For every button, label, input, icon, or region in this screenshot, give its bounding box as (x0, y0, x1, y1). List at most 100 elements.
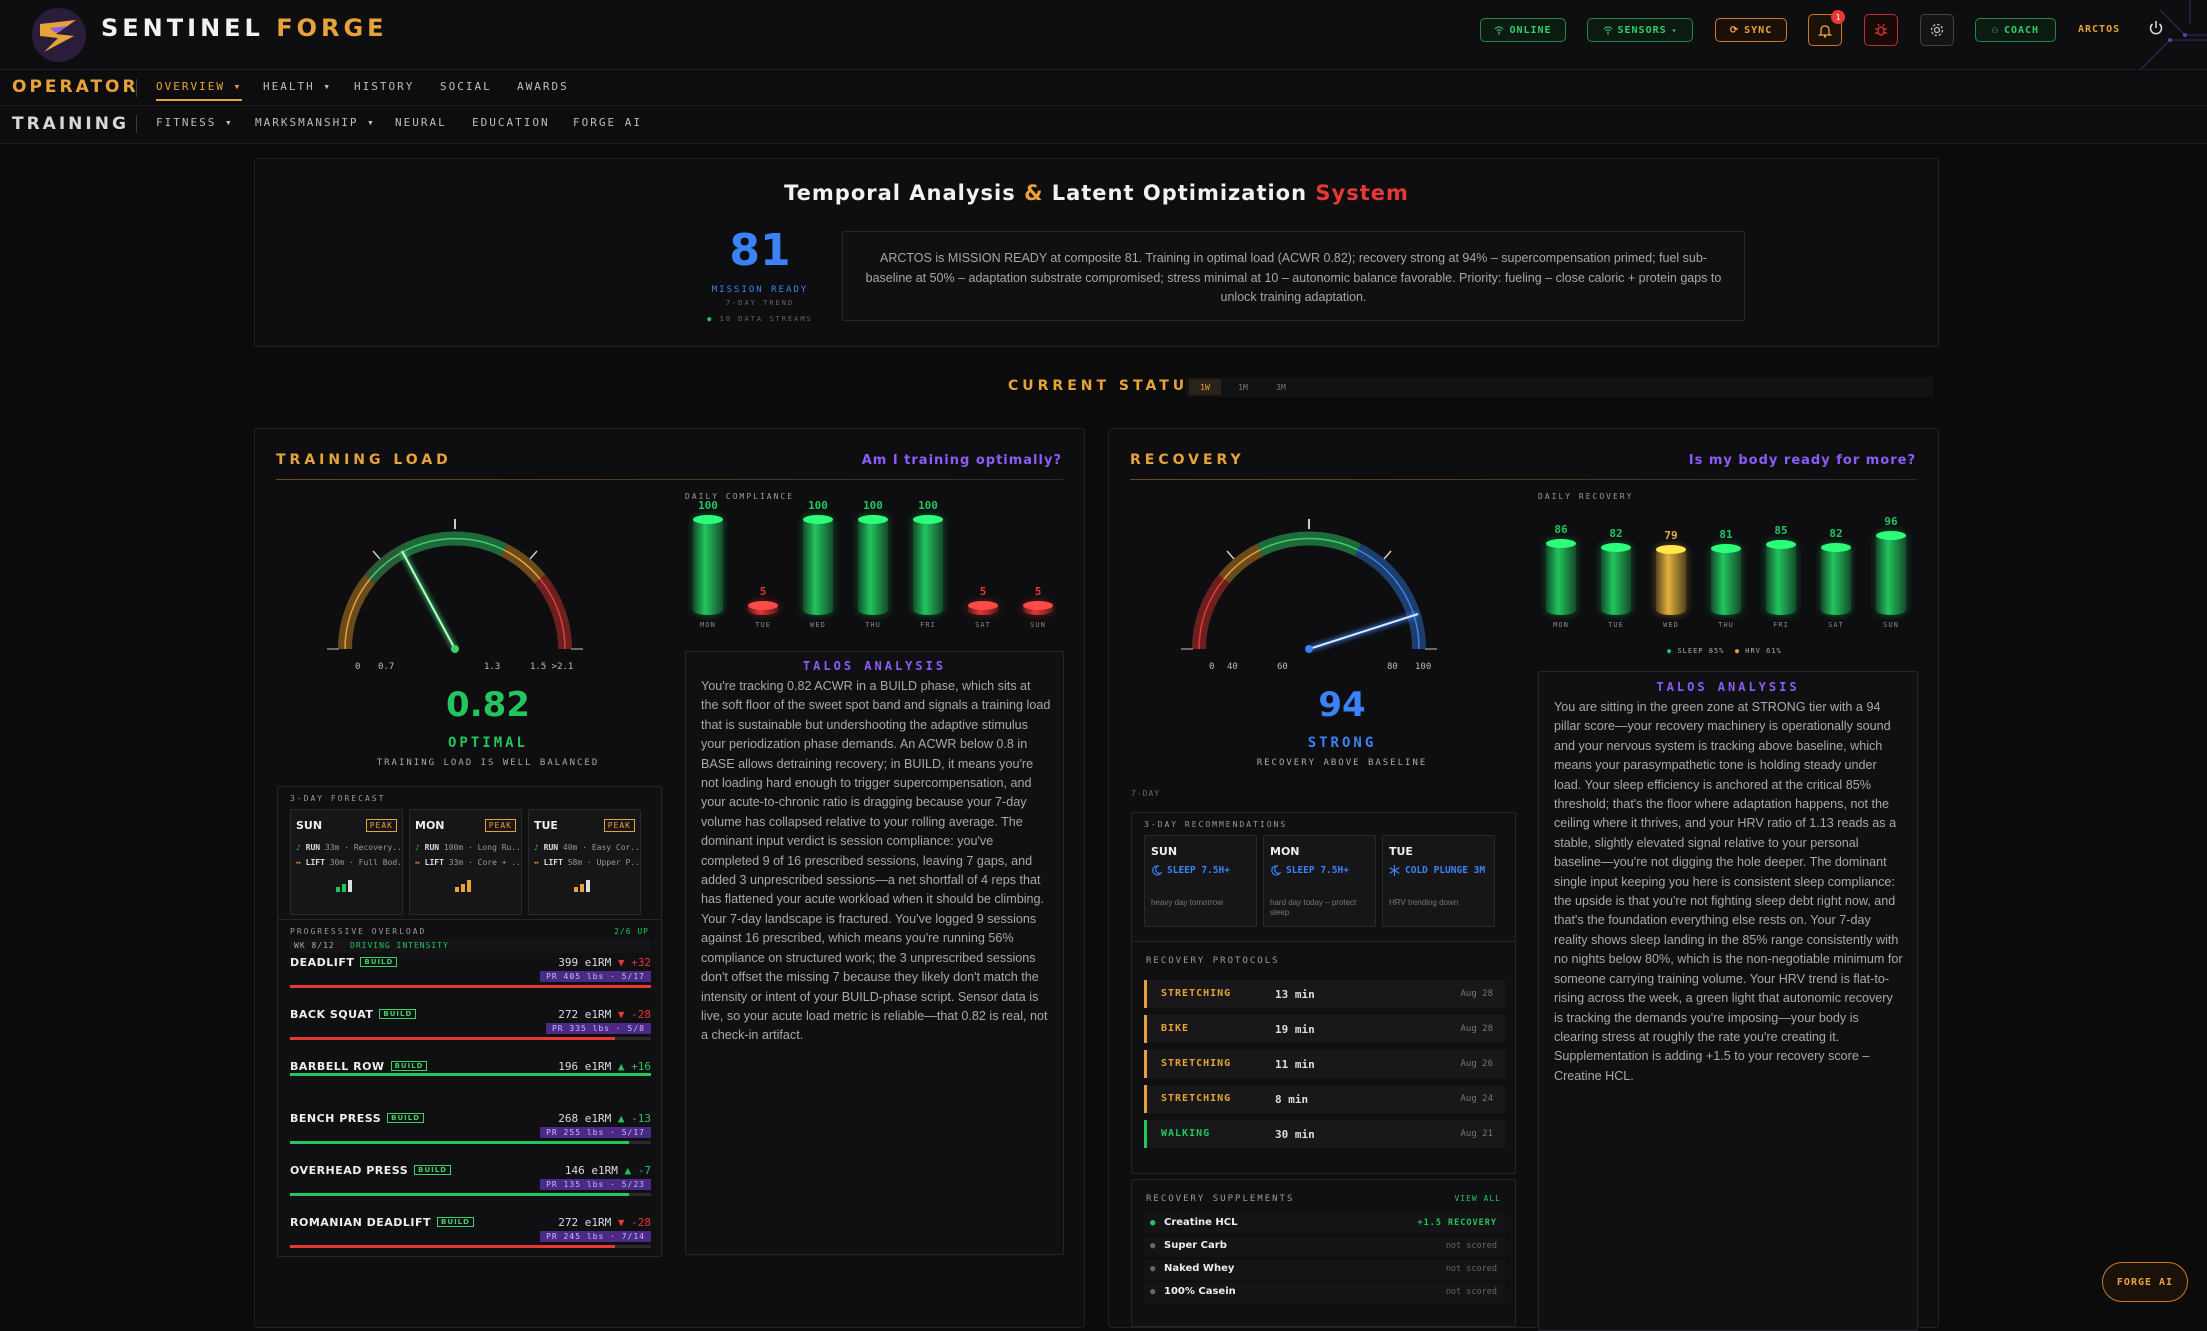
supplement-row[interactable]: ● Naked Whey not scored (1144, 1260, 1505, 1280)
nav-education[interactable]: EDUCATION (472, 116, 550, 129)
forecast-card[interactable]: SUN PEAK ♪ RUN 33m · Recovery... ↔ LIFT … (290, 809, 403, 915)
brand-title: SENTINEL FORGE (101, 14, 388, 42)
gauge-tick-3: 1.5 >2.1 (530, 662, 574, 672)
week-label: WK 8/12 (294, 941, 335, 950)
rec-action: COLD PLUNGE 3M (1389, 865, 1489, 876)
sentinel-forge-logo[interactable] (30, 6, 88, 64)
recovery-analysis-box: TALOS ANALYSIS You are sitting in the gr… (1538, 671, 1918, 1331)
coach-button[interactable]: ⚇ COACH (1975, 18, 2056, 42)
forecast-card[interactable]: TUE PEAK ♪ RUN 40m · Easy Cor... ↔ LIFT … (528, 809, 641, 915)
divider (276, 479, 1063, 480)
range-selector: 1W 1M 3M (1185, 377, 1933, 397)
supplement-status: +1.5 RECOVERY (1417, 1218, 1497, 1228)
gauge-tick-2: 1.3 (484, 662, 501, 672)
lift-row[interactable]: DEADLIFT BUILD 399 e1RM ▼ +32 PR 405 lbs … (278, 954, 663, 1004)
nav-fitness[interactable]: FITNESS ▾ (156, 116, 234, 129)
user-name[interactable]: ARCTOS (2078, 24, 2121, 35)
recovery-question: Is my body ready for more? (1688, 453, 1916, 468)
bar-cylinder (968, 601, 998, 615)
nav-awards[interactable]: AWARDS (517, 80, 569, 93)
forecast-tag: PEAK (484, 819, 516, 832)
range-3m[interactable]: 3M (1276, 382, 1286, 392)
lift-row[interactable]: ROMANIAN DEADLIFT BUILD 272 e1RM ▼ -28 PR… (278, 1214, 663, 1264)
forecast-run: ♪ RUN 33m · Recovery... (296, 843, 400, 852)
rec-note: hard day today – protect sleep (1270, 898, 1357, 917)
bug-icon (1875, 23, 1887, 36)
nav-neural[interactable]: NEURAL (395, 116, 447, 129)
lift-row[interactable]: BENCH PRESS BUILD 268 e1RM ▲ -13 PR 255 l… (278, 1110, 663, 1160)
notifications-button[interactable]: 1 (1808, 10, 1845, 46)
bug-report-button[interactable] (1864, 14, 1898, 46)
protocol-row[interactable]: BIKE 19 min Aug 28 (1144, 1015, 1505, 1043)
supplement-name: Super Carb (1164, 1240, 1227, 1251)
lift-name: BACK SQUAT BUILD (290, 1008, 417, 1021)
recovery-protocols-box: RECOVERY PROTOCOLS STRETCHING 13 min Aug… (1131, 941, 1516, 1174)
forge-ai-fab[interactable]: FORGE AI (2102, 1262, 2188, 1302)
lift-row[interactable]: BACK SQUAT BUILD 272 e1RM ▼ -28 PR 335 lb… (278, 1006, 663, 1056)
nav-overview[interactable]: OVERVIEW ▾ (156, 80, 243, 101)
forecast-title: 3-DAY FORECAST (290, 794, 386, 803)
lift-row[interactable]: OVERHEAD PRESS BUILD 146 e1RM ▲ -7 PR 135… (278, 1162, 663, 1212)
bar-day-label: FRI (920, 621, 936, 629)
status-dot-icon: ● (1150, 1264, 1156, 1274)
bar-day-label: MON (1553, 621, 1569, 629)
acwr-state: OPTIMAL (447, 735, 528, 751)
operator-nav-label: OPERATOR (12, 77, 139, 97)
bar-value-label: 82 (1609, 527, 1623, 540)
nav-history[interactable]: HISTORY (354, 80, 415, 93)
recommendation-card[interactable]: SUN SLEEP 7.5H+ heavy day tomorrow (1144, 835, 1257, 927)
online-status-button[interactable]: ONLINE (1480, 18, 1566, 42)
supplement-row[interactable]: ● Super Carb not scored (1144, 1237, 1505, 1257)
lift-e1rm: 196 e1RM ▲ +16 (558, 1060, 651, 1073)
protocol-duration: 19 min (1275, 1023, 1315, 1036)
protocol-date: Aug 21 (1460, 1129, 1493, 1139)
bar-value-label: 100 (698, 499, 718, 512)
protocol-duration: 30 min (1275, 1128, 1315, 1141)
nav-social[interactable]: SOCIAL (440, 80, 492, 93)
forecast-box: 3-DAY FORECAST SUN PEAK ♪ RUN 33m · Reco… (277, 786, 662, 930)
lift-list: DEADLIFT BUILD 399 e1RM ▼ +32 PR 405 lbs … (278, 954, 663, 1254)
overload-title: PROGRESSIVE OVERLOAD (290, 927, 427, 936)
recovery-analysis-text: You are sitting in the green zone at STR… (1554, 700, 1903, 1083)
gauge-tick-80: 80 (1387, 662, 1398, 672)
nav-marksmanship[interactable]: MARKSMANSHIP ▾ (255, 116, 376, 129)
supplement-row[interactable]: ● Creatine HCL +1.5 RECOVERY (1144, 1214, 1505, 1234)
recommendation-card[interactable]: TUE COLD PLUNGE 3M HRV trending down (1382, 835, 1495, 927)
range-1w[interactable]: 1W (1189, 379, 1221, 395)
nav-health[interactable]: HEALTH ▾ (263, 80, 332, 93)
supplement-name: Creatine HCL (1164, 1217, 1238, 1228)
sensors-dropdown[interactable]: SENSORS ▾ (1587, 18, 1693, 42)
bar-day-label: TUE (1608, 621, 1624, 629)
status-dot-icon: ● (1150, 1218, 1156, 1228)
view-all-link[interactable]: VIEW ALL (1454, 1194, 1501, 1203)
personal-record: PR 255 lbs · 5/17 (540, 1127, 651, 1138)
notification-count-badge: 1 (1831, 10, 1845, 24)
lift-row[interactable]: BARBELL ROW BUILD 196 e1RM ▲ +16 (278, 1058, 663, 1108)
protocol-row[interactable]: STRETCHING 8 min Aug 24 (1144, 1085, 1505, 1113)
protocol-name: WALKING (1161, 1128, 1211, 1139)
bar-day-label: SUN (1883, 621, 1899, 629)
range-1m[interactable]: 1M (1238, 382, 1248, 392)
sync-button[interactable]: ⟳ SYNC (1715, 18, 1787, 42)
user-icon: ⚇ (1991, 24, 1999, 36)
gauge-tick-0: 0 (1209, 662, 1215, 672)
gauge-tick-40: 40 (1227, 662, 1238, 672)
protocol-row[interactable]: WALKING 30 min Aug 21 (1144, 1120, 1505, 1148)
power-button[interactable] (2148, 20, 2168, 40)
rec-day: SUN (1151, 845, 1178, 858)
protocol-row[interactable]: STRETCHING 13 min Aug 28 (1144, 980, 1505, 1008)
recovery-gauge (1181, 519, 1437, 653)
lift-name: BENCH PRESS BUILD (290, 1112, 425, 1125)
settings-button[interactable] (1920, 14, 1954, 46)
recommendation-card[interactable]: MON SLEEP 7.5H+ hard day today – protect… (1263, 835, 1376, 927)
forecast-card[interactable]: MON PEAK ♪ RUN 100m · Long Ru... ↔ LIFT … (409, 809, 522, 915)
gauge-tick-1: 0.7 (378, 662, 395, 672)
protocol-row[interactable]: STRETCHING 11 min Aug 26 (1144, 1050, 1505, 1078)
nav-forge-ai[interactable]: FORGE AI (573, 116, 642, 129)
rec-note: heavy day tomorrow (1151, 898, 1224, 907)
forecast-lift: ↔ LIFT 58m · Upper P... (534, 858, 638, 867)
bar-value-label: 85 (1774, 524, 1788, 537)
bar-value-label: 100 (863, 499, 883, 512)
supplement-row[interactable]: ● 100% Casein not scored (1144, 1283, 1505, 1303)
bar-day-label: FRI (1773, 621, 1789, 629)
